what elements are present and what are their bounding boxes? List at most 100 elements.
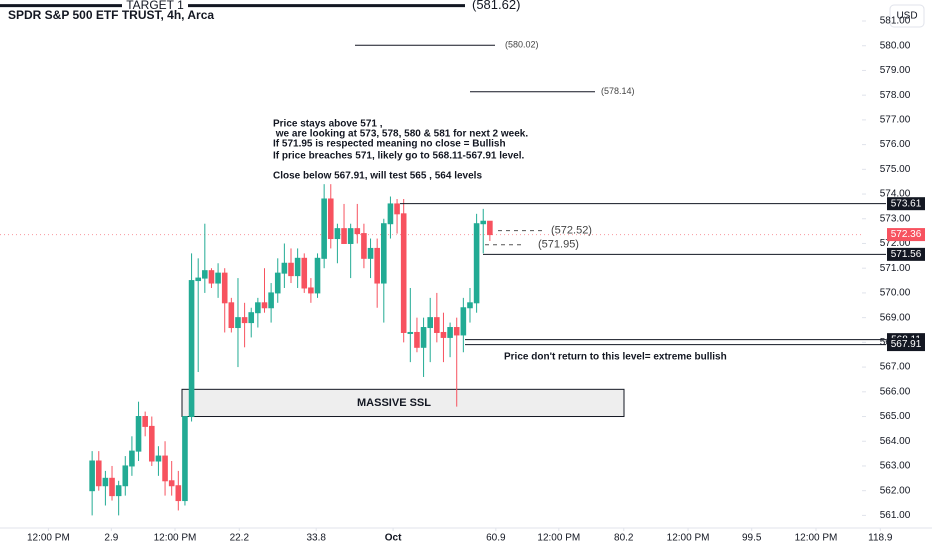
x-tick-label: 118.9 [868,533,893,544]
candle-body [341,228,347,244]
candle-body [367,247,374,259]
candle-body [95,460,102,487]
candle-body [321,198,327,259]
candle-body [314,257,321,294]
price-box [887,338,925,352]
candle-body [142,416,148,427]
candle-body [182,416,188,502]
y-tick-label: 573.00 [880,213,911,224]
note-line: Close below 567.91, will test 565 , 564 … [273,171,482,182]
candle-body [235,317,241,329]
candle-body [467,302,473,309]
candle-body [414,331,420,348]
note-line: If price breaches 571, likely go to 568.… [273,151,524,162]
candle-body [374,247,380,284]
y-tick-label: 580.00 [880,40,911,51]
candle-body [347,228,354,244]
candle-body [387,203,394,225]
candle-body [334,228,341,240]
x-tick-label: 12:00 PM [154,533,197,544]
x-tick-label: Oct [385,533,402,544]
candle-body [354,228,361,235]
candle-body [168,480,175,487]
candle-body [135,416,142,452]
level-label: (578.14) [601,86,635,96]
y-tick-label: 562.00 [880,485,911,496]
candle-body [268,292,274,309]
zone-box [181,388,625,418]
x-tick-label: 12:00 PM [667,533,710,544]
candle-body [195,277,201,282]
candle-body [155,455,162,462]
level-label: (571.95) [538,239,579,251]
y-tick-label: 575.00 [880,164,911,175]
candle-body [281,262,288,274]
x-tick-label: 80.2 [614,533,634,544]
candle-body [440,331,447,338]
y-tick-label: 574.00 [880,189,911,200]
candle-body [420,327,427,348]
x-tick-label: 2.9 [104,533,118,544]
price-box-label: 567.91 [891,339,922,350]
candle-body [308,287,314,294]
x-tick-label: 33.8 [306,533,326,544]
plot-area: MASSIVE SSL TARGET 1 (581.62) (580.02) (578.… [0,0,886,516]
annotation: Price don't return to this level= extrem… [504,352,727,363]
candle-body [400,213,407,333]
candle-body [427,317,434,329]
candle-body [162,455,168,482]
candle-body [148,425,155,462]
candle-body [102,477,109,487]
x-tick-label: 60.9 [486,533,506,544]
candle-body [480,220,487,225]
candle-body [175,485,182,502]
candle-body [228,302,235,329]
y-tick-label: 576.00 [880,139,911,150]
x-tick-label: 22.2 [230,533,250,544]
candle-body [274,272,281,294]
candle-body [208,270,215,284]
y-tick-label: 578.00 [880,90,911,101]
candle-body [453,327,460,336]
last-price-box [887,228,925,242]
level-label: (580.02) [505,40,539,50]
last-price-label: 572.36 [891,229,922,240]
candle-body [122,465,129,487]
candle-body [434,317,440,333]
currency-button[interactable] [889,4,925,28]
candle-body [115,485,122,497]
price-box-label: 573.61 [891,198,922,209]
candle-body [294,257,301,277]
candle-body [407,331,414,334]
zone-label: MASSIVE SSL [357,397,431,409]
y-tick-label: 569.00 [880,312,911,323]
x-tick-label: 12:00 PM [795,533,838,544]
candle-body [394,203,400,215]
candle-body [261,302,268,309]
x-tick-label: 12:00 PM [537,533,580,544]
y-tick-label: 561.00 [880,510,911,521]
note-line: If 571.95 is respected meaning no close … [273,139,506,150]
candle-body [381,223,387,284]
candle-body [447,327,453,338]
candle-body [241,317,248,324]
y-tick-label: 567.00 [880,362,911,373]
x-tick-label: 12:00 PM [27,533,70,544]
chart-title: SPDR S&P 500 ETF TRUST, 4h, Arca [8,8,214,22]
y-tick-label: 565.00 [880,411,911,422]
y-tick-label: 563.00 [880,461,911,472]
candle-body [327,198,334,240]
y-tick-label: 572.00 [880,238,911,249]
candle-body [202,270,208,279]
candle-body [473,223,480,304]
candle-body [109,477,115,497]
y-tick-label: 564.00 [880,436,911,447]
level-label: (581.62) [472,0,520,12]
candle-body [129,450,135,467]
candle-body [215,272,221,284]
candle-body [89,460,95,492]
x-tick-label: 99.5 [742,533,762,544]
candle-body [301,257,308,289]
